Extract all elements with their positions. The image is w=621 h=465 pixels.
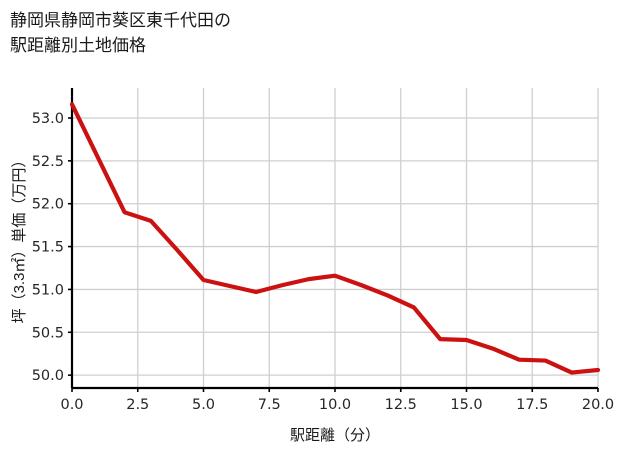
y-tick-label: 51.0: [32, 282, 64, 298]
price-series-line: [69, 102, 601, 375]
x-tick-label: 7.5: [258, 397, 281, 413]
page-title: 静岡県静岡市葵区東千代田の 駅距離別土地価格: [10, 11, 231, 55]
x-axis-title: 駅距離（分）: [290, 426, 380, 444]
x-tick-label: 12.5: [385, 397, 417, 413]
x-tick-label: 20.0: [582, 397, 614, 413]
y-tick-label: 52.5: [32, 154, 64, 170]
x-tick-label: 15.0: [450, 397, 482, 413]
x-tick-label: 10.0: [319, 397, 351, 413]
y-tick-label: 52.0: [32, 197, 64, 213]
x-tick-labels-group: 0.0 2.5 5.0 7.5 10.0 12.5 15.0 17.5 20.0: [60, 397, 614, 413]
y-tick-label: 51.5: [32, 240, 64, 256]
x-tick-label: 5.0: [192, 397, 215, 413]
y-tick-label: 53.0: [32, 111, 64, 127]
y-tick-label: 50.0: [32, 368, 64, 384]
tick-marks-group: [68, 117, 599, 392]
gridlines-group: [71, 88, 599, 388]
y-axis-title: 坪（3.3㎡）単価（万円）: [11, 153, 28, 324]
x-tick-label: 17.5: [516, 397, 548, 413]
x-tick-label: 0.0: [60, 397, 83, 413]
x-tick-label: 2.5: [126, 397, 149, 413]
y-tick-label: 50.5: [32, 325, 64, 341]
y-tick-labels-group: 50.0 50.5 51.0 51.5 52.0 52.5 53.0: [32, 111, 64, 384]
